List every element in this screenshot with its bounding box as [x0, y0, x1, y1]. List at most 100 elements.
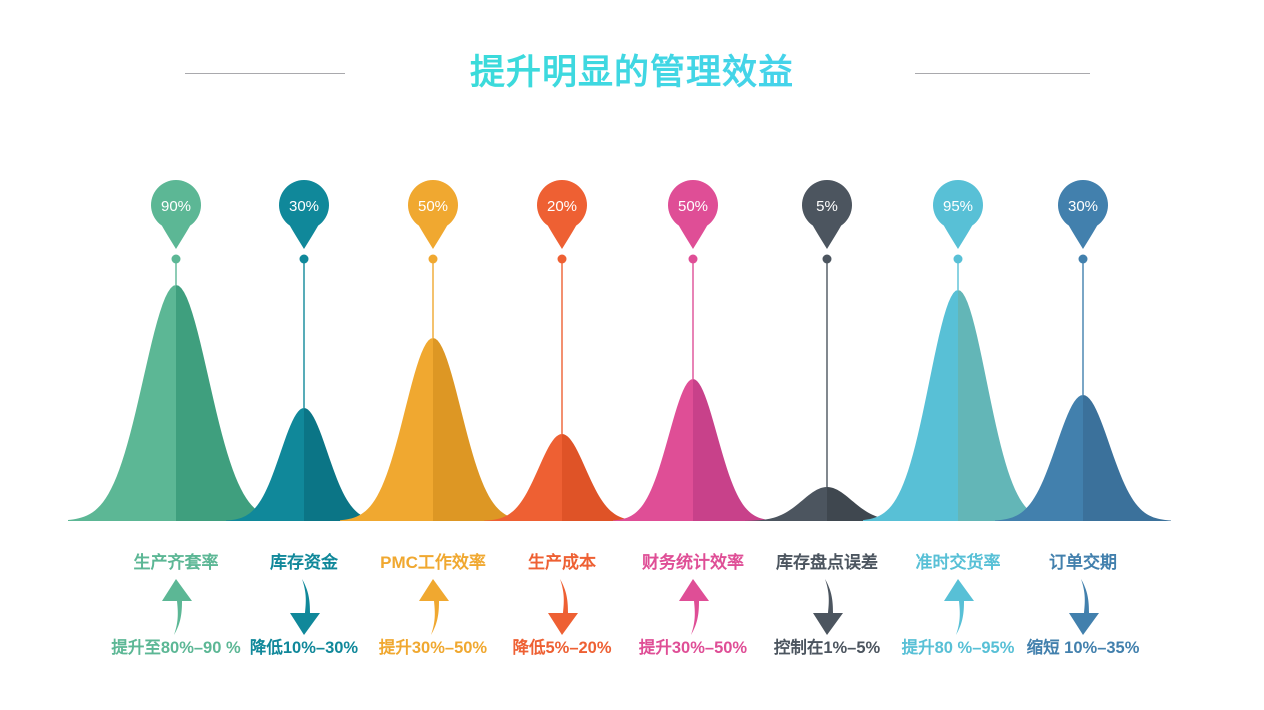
bell-curve-left-half [863, 290, 958, 521]
bell-curve-left-half [745, 487, 827, 521]
bell-curve-8 [995, 395, 1171, 521]
pin-teardrop-shape [151, 179, 201, 249]
legend-item-detail: 控制在1%–5% [773, 639, 881, 657]
bell-curve-left-half [68, 285, 176, 521]
pin-marker-1[interactable]: 90% [151, 179, 201, 285]
bell-curve-3 [340, 338, 526, 521]
pin-value-label: 30% [1068, 198, 1098, 215]
legend-item-detail: 提升至80%–90 % [111, 639, 241, 657]
bell-curve-right-half [176, 285, 284, 521]
legend-item-title: 生产成本 [528, 553, 596, 572]
legend-item-detail: 降低10%–30% [249, 639, 359, 657]
legend-item-7[interactable]: 准时交货率提升80 %–95% [878, 552, 1038, 658]
legend-item-detail: 提升80 %–95% [901, 639, 1015, 657]
legend-item-title: 生产齐套率 [133, 553, 219, 572]
legend-item-detail: 提升30%–50% [378, 639, 488, 657]
title-rule-left [185, 73, 345, 74]
page-header: 提升明显的管理效益 [0, 0, 1264, 120]
legend-item-detail: 缩短 10%–35% [1026, 639, 1140, 657]
page-title: 提升明显的管理效益 [0, 44, 1264, 95]
pin-connector-dot [299, 254, 309, 264]
legend-item-arrow [96, 576, 256, 638]
legend-item-3[interactable]: PMC工作效率 提升30%–50% [353, 552, 513, 658]
pin-value-label: 50% [678, 198, 708, 215]
pin-connector-dot [822, 254, 832, 264]
pin-teardrop-shape [408, 179, 459, 249]
arrow-down-icon [548, 579, 578, 635]
arrow-down-icon [1069, 579, 1099, 635]
bell-curve-5 [613, 379, 773, 521]
pin-value-label: 5% [816, 198, 838, 215]
legend-item-1[interactable]: 生产齐套率提升至80%–90 % [96, 552, 256, 658]
pin-marker-6[interactable]: 5% [801, 179, 852, 487]
bell-curve-right-half [562, 434, 640, 521]
bell-curve-left-half [613, 379, 693, 521]
pin-marker-7[interactable]: 95% [933, 179, 983, 290]
bell-curve-right-half [304, 408, 382, 521]
pin-connector-dot [953, 254, 963, 264]
legend-item-arrow [353, 576, 513, 638]
pin-teardrop-shape [278, 179, 329, 249]
bell-curve-6 [745, 487, 909, 521]
bell-curve-right-half [958, 290, 1053, 521]
curves-group [68, 285, 1171, 521]
pin-marker-8[interactable]: 30% [1058, 179, 1108, 395]
legend-item-arrow [613, 576, 773, 638]
bell-curve-left-half [340, 338, 433, 521]
arrow-up-icon [679, 579, 709, 635]
legend-item-title: 财务统计效率 [642, 553, 744, 572]
pin-connector-dot [557, 254, 567, 264]
legend-item-detail: 提升30%–50% [638, 639, 748, 657]
pin-connector-dot [688, 254, 698, 264]
pin-marker-5[interactable]: 50% [667, 179, 718, 379]
pin-value-label: 20% [547, 198, 577, 215]
pin-connector-dot [1078, 254, 1088, 264]
pin-value-label: 30% [289, 198, 319, 215]
arrow-down-icon [290, 579, 320, 635]
bell-curve-left-half [226, 408, 304, 521]
legend-item-title: 库存盘点误差 [776, 553, 878, 572]
bell-curve-2 [226, 408, 382, 521]
arrow-down-icon [813, 579, 843, 635]
legend-item-title: 准时交货率 [915, 553, 1001, 572]
pin-marker-4[interactable]: 20% [537, 179, 587, 434]
bell-curve-right-half [1083, 395, 1171, 521]
arrow-up-icon [419, 579, 449, 635]
bell-curve-right-half [433, 338, 526, 521]
pin-teardrop-shape [1058, 179, 1108, 249]
pin-value-label: 90% [161, 198, 191, 215]
legend-item-2[interactable]: 库存资金降低10%–30% [224, 552, 384, 658]
bell-curve-right-half [827, 487, 909, 521]
pin-marker-3[interactable]: 50% [408, 179, 459, 338]
arrow-up-icon [162, 579, 192, 635]
pin-connector-dot [428, 254, 438, 264]
legend-item-8[interactable]: 订单交期 缩短 10%–35% [1003, 552, 1163, 658]
arrow-up-icon [944, 579, 974, 635]
legend-item-arrow [747, 576, 907, 638]
pin-teardrop-shape [801, 179, 852, 249]
pin-connector-dot [171, 254, 181, 264]
bell-curve-right-half [693, 379, 773, 521]
legend-item-6[interactable]: 库存盘点误差 控制在1%–5% [747, 552, 907, 658]
bell-curve-4 [484, 434, 640, 521]
pin-marker-2[interactable]: 30% [278, 179, 329, 408]
legend-item-title: PMC工作效率 [380, 553, 486, 572]
legend-item-title: 库存资金 [270, 553, 338, 572]
bell-curve-left-half [484, 434, 562, 521]
legend-item-detail: 降低5%–20% [512, 639, 612, 657]
pin-value-label: 50% [418, 198, 448, 215]
legend-item-arrow [878, 576, 1038, 638]
legend-item-arrow [482, 576, 642, 638]
title-rule-right [915, 73, 1090, 74]
pin-teardrop-shape [667, 179, 718, 249]
legend-item-5[interactable]: 财务统计效率 提升30%–50% [613, 552, 773, 658]
legend-row: 生产齐套率 提升至80%–90 % 库存资金 降低10%–30% PMC工作效率 提升30… [0, 552, 1264, 682]
legend-item-arrow [1003, 576, 1163, 638]
pin-teardrop-shape [933, 179, 983, 249]
legend-item-arrow [224, 576, 384, 638]
pin-teardrop-shape [537, 179, 587, 249]
legend-item-4[interactable]: 生产成本降低5%–20% [482, 552, 642, 658]
bell-curve-left-half [995, 395, 1083, 521]
bell-curve-7 [863, 290, 1053, 521]
bell-curve-1 [68, 285, 284, 521]
